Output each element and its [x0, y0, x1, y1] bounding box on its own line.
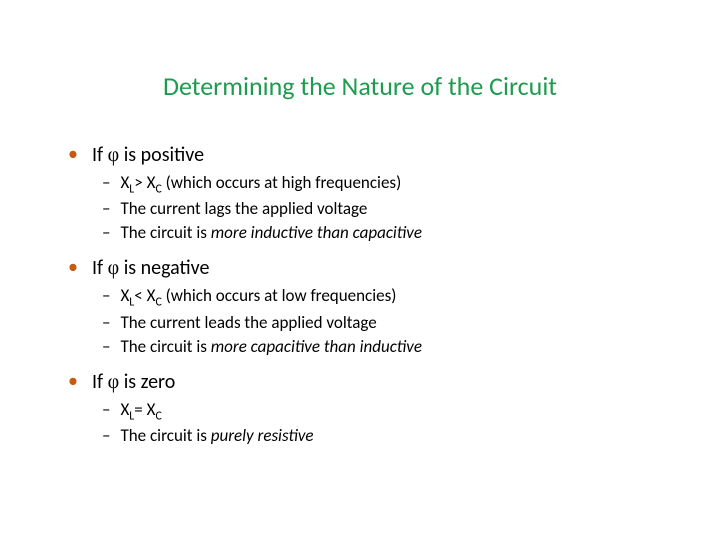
- bullet-level-2: –The current leads the applied voltage: [102, 312, 670, 335]
- slide-body: •If φ is positive–XL> XC (which occurs a…: [50, 142, 670, 448]
- section: •If φ is negative–XL< XC (which occurs a…: [50, 255, 670, 358]
- slide-title: Determining the Nature of the Circuit: [50, 70, 670, 102]
- dash-icon: –: [102, 425, 110, 447]
- dash-icon: –: [102, 198, 110, 220]
- section: •If φ is positive–XL> XC (which occurs a…: [50, 142, 670, 245]
- sub-bullet-text: XL> XC (which occurs at high frequencies…: [120, 172, 401, 197]
- sub-bullet-text: XL< XC (which occurs at low frequencies): [120, 285, 396, 310]
- bullet-level-2: –XL> XC (which occurs at high frequencie…: [102, 172, 670, 197]
- bullet-level-2: –XL= XC: [102, 399, 670, 424]
- dash-icon: –: [102, 336, 110, 358]
- sub-bullet-text: The circuit is more capacitive than indu…: [120, 336, 422, 359]
- bullet-dot-icon: •: [68, 142, 78, 166]
- dash-icon: –: [102, 222, 110, 244]
- bullet-level-1: • If φ is zero: [68, 369, 670, 395]
- dash-icon: –: [102, 172, 110, 194]
- sub-bullet-text: The circuit is purely resistive: [120, 425, 313, 448]
- bullet-level-2: –XL< XC (which occurs at low frequencies…: [102, 285, 670, 310]
- dash-icon: –: [102, 285, 110, 307]
- section: • If φ is zero –XL= XC–The circuit is pure…: [50, 369, 670, 448]
- bullet-text: If φ is negative: [92, 255, 210, 281]
- sub-bullet-text: The current leads the applied voltage: [120, 312, 376, 335]
- bullet-level-2: –The circuit is more capacitive than ind…: [102, 336, 670, 359]
- bullet-level-1: • If φ is positive: [68, 142, 670, 168]
- bullet-level-2: –The circuit is purely resistive: [102, 425, 670, 448]
- bullet-text: If φ is zero: [92, 369, 175, 395]
- bullet-text: If φ is positive: [92, 142, 204, 168]
- bullet-level-1: • If φ is negative: [68, 255, 670, 281]
- sub-bullet-text: XL= XC: [120, 399, 161, 424]
- dash-icon: –: [102, 399, 110, 421]
- bullet-level-2: –The current lags the applied voltage: [102, 198, 670, 221]
- sub-bullet-text: The circuit is more inductive than capac…: [120, 222, 422, 245]
- sub-bullet-text: The current lags the applied voltage: [120, 198, 367, 221]
- bullet-level-2: –The circuit is more inductive than capa…: [102, 222, 670, 245]
- bullet-dot-icon: •: [68, 369, 78, 393]
- dash-icon: –: [102, 312, 110, 334]
- bullet-dot-icon: •: [68, 255, 78, 279]
